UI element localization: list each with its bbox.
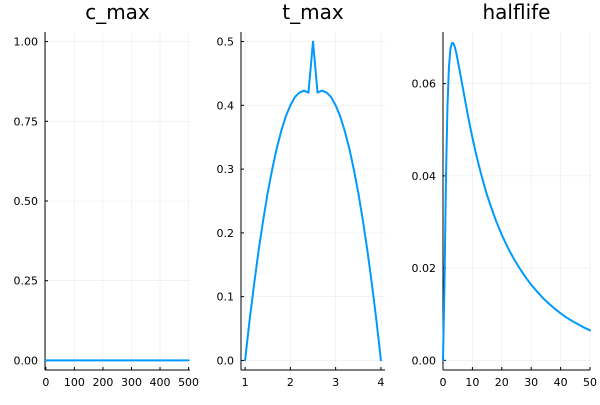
panel-1: 1 2 3 4 0.0 0.1 0.2 0.3 0.4 0.5 t_max [217, 0, 385, 389]
x-tick-label: 3 [332, 376, 339, 389]
y-tick-label: 0.5 [217, 36, 235, 49]
x-tick-label: 2 [287, 376, 294, 389]
x-tick-label: 0 [440, 376, 447, 389]
y-tick-label: 0.00 [14, 354, 39, 367]
y-tick-label: 0.02 [412, 262, 437, 275]
y-tick-label: 0.2 [217, 227, 235, 240]
y-tick-label: 0.25 [14, 275, 39, 288]
x-tick-label: 30 [524, 376, 538, 389]
y-tick-label: 0.04 [412, 170, 437, 183]
x-tick-label: 300 [121, 376, 142, 389]
x-tick-label: 500 [178, 376, 199, 389]
panel-0: 0 100 200 300 400 500 0.00 0.25 0.50 0.75 1.00 c_ma… [14, 0, 200, 389]
x-tick-label: 20 [495, 376, 509, 389]
panel-title: c_max [85, 0, 150, 24]
y-tick-label: 1.00 [14, 36, 39, 49]
x-tick-label: 4 [377, 376, 384, 389]
y-tick-label: 0.3 [217, 163, 235, 176]
panel-2: 0 10 20 30 40 50 0.00 0.02 0.04 0.06 halflife [412, 0, 598, 389]
y-tick-label: 0.4 [217, 99, 235, 112]
y-tick-label: 0.50 [14, 195, 39, 208]
y-tick-label: 0.75 [14, 115, 39, 128]
y-tick-label: 0.06 [412, 78, 437, 91]
series-line [442, 42, 591, 362]
panel-title: halflife [483, 0, 551, 24]
y-tick-label: 0.00 [412, 354, 437, 367]
panel-title: t_max [282, 0, 344, 24]
x-tick-label: 400 [150, 376, 171, 389]
y-tick-label: 0.0 [217, 354, 235, 367]
x-tick-label: 0 [42, 376, 49, 389]
series-line [244, 40, 382, 362]
y-tick-label: 0.1 [217, 291, 235, 304]
x-tick-label: 50 [583, 376, 597, 389]
x-tick-label: 100 [64, 376, 85, 389]
x-tick-label: 200 [92, 376, 113, 389]
x-tick-label: 40 [554, 376, 568, 389]
x-tick-label: 10 [465, 376, 479, 389]
x-tick-label: 1 [242, 376, 249, 389]
